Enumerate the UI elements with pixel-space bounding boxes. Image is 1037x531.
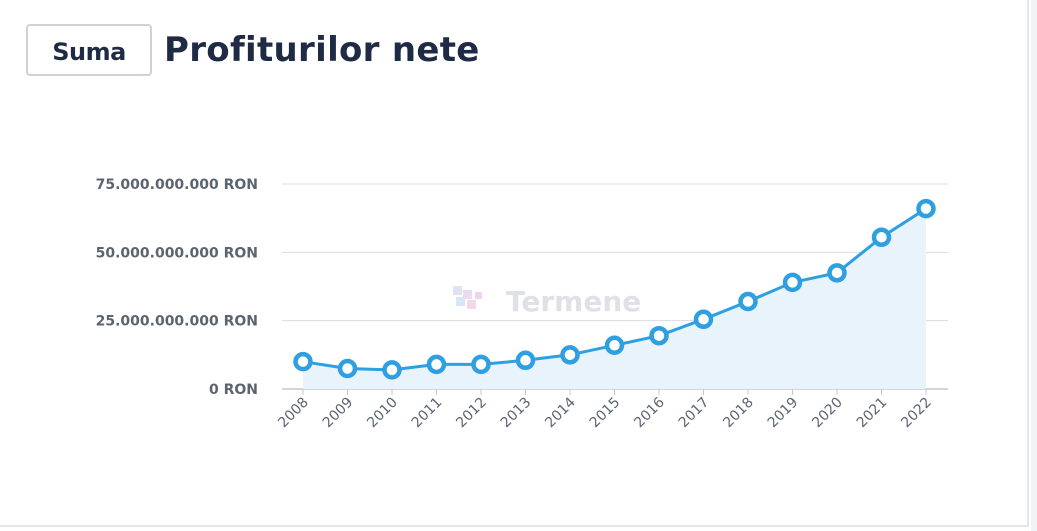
x-tick-label: 2012 xyxy=(453,395,490,432)
termene-watermark: Termene xyxy=(453,285,641,318)
y-tick-label: 0 RON xyxy=(209,382,258,398)
x-tick-label: 2010 xyxy=(364,395,401,432)
data-point[interactable] xyxy=(871,227,892,248)
y-axis-ticks: 0 RON 25.000.000.000 RON 50.000.000.000 RO… xyxy=(96,177,258,398)
x-tick-label: 2008 xyxy=(275,395,312,432)
data-point[interactable] xyxy=(337,358,358,379)
x-tick-label: 2015 xyxy=(587,395,624,432)
x-tick-label: 2022 xyxy=(898,395,935,432)
data-point[interactable] xyxy=(382,360,402,380)
x-axis-ticks: 2008 2009 2010 2011 2012 2013 2014 2015 2016 2017… xyxy=(275,389,935,431)
x-tick-label: 2013 xyxy=(498,395,535,432)
x-tick-label: 2019 xyxy=(765,395,802,432)
watermark-text: Termene xyxy=(506,285,641,318)
x-tick-label: 2014 xyxy=(542,394,579,431)
scroll-edge xyxy=(1031,0,1037,531)
y-tick-label: 25.000.000.000 RON xyxy=(96,314,258,330)
data-point[interactable] xyxy=(471,354,491,375)
suma-toggle-button[interactable]: Suma xyxy=(26,24,152,76)
y-tick-label: 50.000.000.000 RON xyxy=(96,245,258,261)
data-point[interactable] xyxy=(916,198,936,219)
area-fill xyxy=(303,208,926,389)
x-tick-label: 2011 xyxy=(409,395,446,432)
x-tick-label: 2020 xyxy=(809,395,846,432)
data-point[interactable] xyxy=(738,291,758,312)
chart-title: Profiturilor nete xyxy=(164,30,480,70)
termene-logo-icon xyxy=(453,286,482,309)
data-point[interactable] xyxy=(515,350,536,371)
data-point[interactable] xyxy=(293,351,313,372)
data-point[interactable] xyxy=(693,309,714,330)
data-point[interactable] xyxy=(827,263,847,283)
x-tick-label: 2009 xyxy=(320,395,357,432)
data-point[interactable] xyxy=(649,325,669,346)
x-tick-label: 2016 xyxy=(631,394,668,431)
y-tick-label: 75.000.000.000 RON xyxy=(96,177,258,193)
x-tick-label: 2021 xyxy=(854,395,891,432)
data-point[interactable] xyxy=(782,272,803,293)
data-point[interactable] xyxy=(560,345,580,365)
x-tick-label: 2017 xyxy=(676,395,713,432)
x-tick-label: 2018 xyxy=(720,395,757,432)
data-point[interactable] xyxy=(426,354,447,375)
data-points xyxy=(293,198,936,380)
data-point[interactable] xyxy=(604,335,625,356)
